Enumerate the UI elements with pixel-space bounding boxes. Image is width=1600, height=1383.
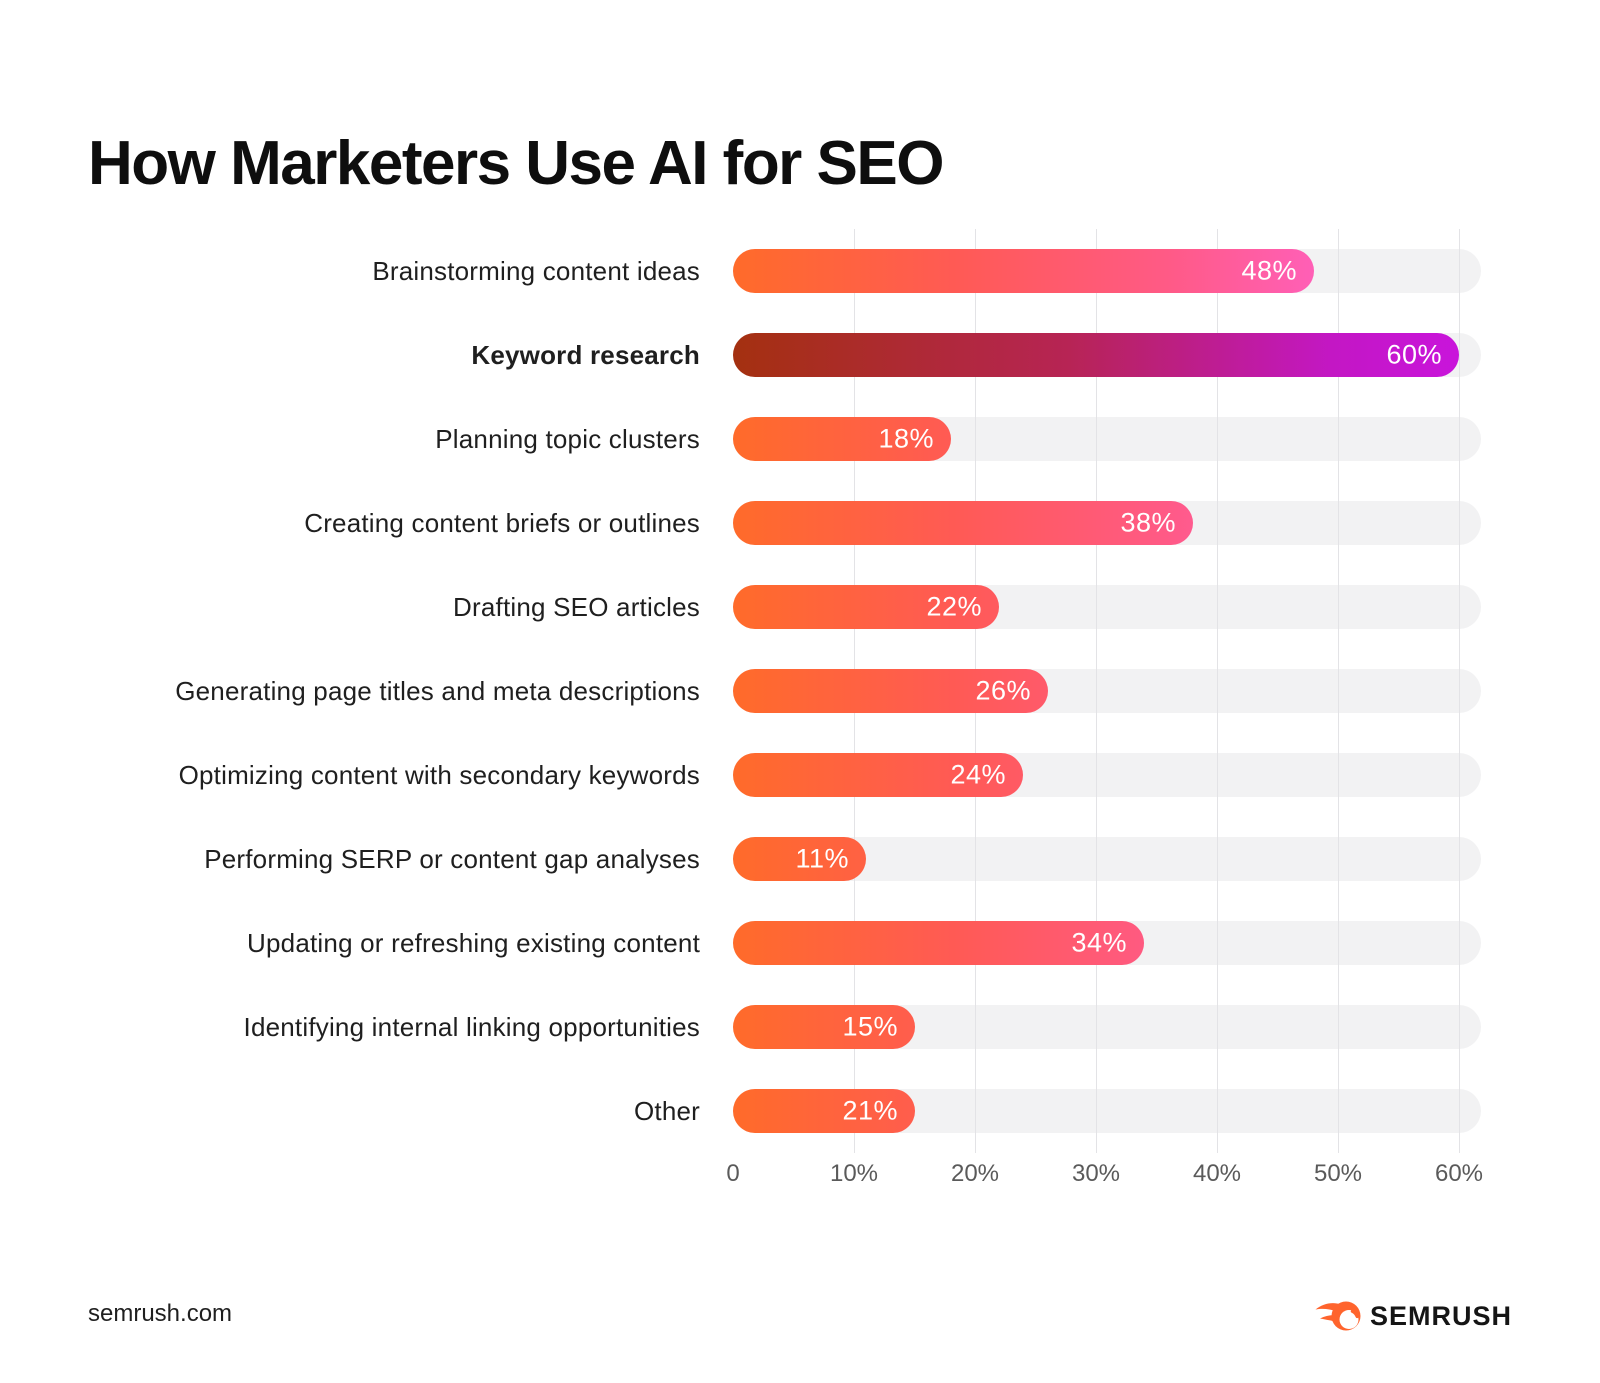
- category-label: Generating page titles and meta descript…: [175, 675, 700, 706]
- bar-value-label: 26%: [975, 675, 1031, 706]
- chart-row: Drafting SEO articles 22%: [0, 565, 1481, 649]
- chart-row: Keyword research 60%: [0, 313, 1481, 397]
- bar-value-label: 38%: [1120, 507, 1176, 538]
- x-tick-label: 10%: [829, 1160, 879, 1187]
- bar-fill: [733, 333, 1459, 377]
- bar: 22%: [733, 585, 999, 629]
- semrush-logo: SEMRUSH: [1315, 1294, 1512, 1338]
- bar-fill: [733, 249, 1314, 293]
- bar-value-label: 15%: [842, 1011, 898, 1042]
- bar-fill: [733, 753, 1023, 797]
- bar-fill: [733, 417, 951, 461]
- bar: 34%: [733, 921, 1144, 965]
- chart-row: Planning topic clusters 18%: [0, 397, 1481, 481]
- bar-track: 11%: [733, 837, 1481, 881]
- bar-fill: [733, 837, 866, 881]
- bar-track: 24%: [733, 753, 1481, 797]
- bar-track: 48%: [733, 249, 1481, 293]
- bar-track: 18%: [733, 417, 1481, 461]
- bar-track: 22%: [733, 585, 1481, 629]
- category-label: Identifying internal linking opportuniti…: [243, 1011, 700, 1042]
- chart-row: Performing SERP or content gap analyses 1…: [0, 817, 1481, 901]
- bar-track: 60%: [733, 333, 1481, 377]
- bar: 26%: [733, 669, 1048, 713]
- bar-value-label: 18%: [878, 423, 934, 454]
- category-label: Performing SERP or content gap analyses: [204, 843, 700, 874]
- bar-value-label: 48%: [1241, 255, 1297, 286]
- bar: 60%: [733, 333, 1459, 377]
- bar-fill: [733, 501, 1193, 545]
- x-tick-label: 50%: [1313, 1160, 1363, 1187]
- x-tick-label: 0: [726, 1160, 740, 1187]
- bar-value-label: 11%: [795, 843, 849, 874]
- chart-row: Updating or refreshing existing content 3…: [0, 901, 1481, 985]
- bar-fill: [733, 585, 999, 629]
- bar-value-label: 34%: [1071, 927, 1127, 958]
- bar-value-label: 21%: [842, 1095, 898, 1126]
- chart-row: Generating page titles and meta descript…: [0, 649, 1481, 733]
- category-label: Creating content briefs or outlines: [304, 507, 700, 538]
- bar-track: 15%: [733, 1005, 1481, 1049]
- bar: 24%: [733, 753, 1023, 797]
- bar-track: 34%: [733, 921, 1481, 965]
- category-label: Brainstorming content ideas: [372, 255, 700, 286]
- category-label: Keyword research: [471, 339, 700, 370]
- bar: 15%: [733, 1005, 915, 1049]
- category-label: Optimizing content with secondary keywor…: [178, 759, 700, 790]
- x-tick-label: 40%: [1192, 1160, 1242, 1187]
- page-title: How Marketers Use AI for SEO: [88, 128, 944, 198]
- chart-row: Optimizing content with secondary keywor…: [0, 733, 1481, 817]
- bar-fill: [733, 669, 1048, 713]
- x-tick-label: 30%: [1071, 1160, 1121, 1187]
- chart-row: Creating content briefs or outlines 38%: [0, 481, 1481, 565]
- bar-fill: [733, 921, 1144, 965]
- category-label: Other: [633, 1095, 700, 1126]
- semrush-logo-icon: [1315, 1301, 1361, 1331]
- bar: 18%: [733, 417, 951, 461]
- bar: 38%: [733, 501, 1193, 545]
- bar-value-label: 24%: [950, 759, 1006, 790]
- bar-value-label: 60%: [1386, 339, 1442, 370]
- category-label: Drafting SEO articles: [453, 591, 700, 622]
- bar-fill: [733, 1005, 915, 1049]
- bar-track: 38%: [733, 501, 1481, 545]
- bar-track: 26%: [733, 669, 1481, 713]
- chart-rows: Brainstorming content ideas 48% Keyword re…: [0, 229, 1481, 1153]
- bar: 11%: [733, 837, 866, 881]
- chart-row: Other 21%: [0, 1069, 1481, 1153]
- site-url: semrush.com: [88, 1300, 233, 1327]
- brand-name: SEMRUSH: [1369, 1300, 1512, 1331]
- chart-row: Identifying internal linking opportuniti…: [0, 985, 1481, 1069]
- bar: 48%: [733, 249, 1314, 293]
- bar-track: 21%: [733, 1089, 1481, 1133]
- bar: 21%: [733, 1089, 915, 1133]
- bar-fill: [733, 1089, 915, 1133]
- chart-row: Brainstorming content ideas 48%: [0, 229, 1481, 313]
- category-label: Updating or refreshing existing content: [247, 927, 700, 958]
- x-tick-label: 60%: [1434, 1160, 1484, 1187]
- x-tick-label: 20%: [950, 1160, 1000, 1187]
- category-label: Planning topic clusters: [435, 423, 700, 454]
- footer: semrush.com SEMRUSH: [0, 1294, 1600, 1338]
- bar-value-label: 22%: [926, 591, 982, 622]
- x-axis: 0 10% 20% 30% 40% 50% 60%: [726, 1160, 1484, 1192]
